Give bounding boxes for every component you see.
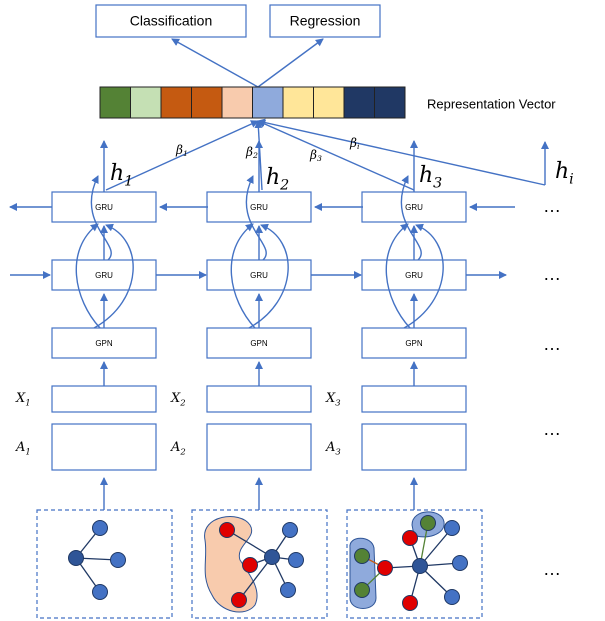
adjacency-label: A2: [170, 440, 186, 457]
graph-node: [355, 583, 370, 598]
graph-node: [445, 590, 460, 605]
vector-cell: [344, 87, 375, 118]
output-label: Classification: [130, 13, 212, 29]
vector-cell: [192, 87, 223, 118]
feature-box: [207, 386, 311, 412]
graph-node: [283, 523, 298, 538]
weight-label-base: β: [245, 145, 253, 159]
graph-node: [355, 549, 370, 564]
hidden-label-sub: 1: [124, 174, 133, 190]
ellipsis: …: [543, 334, 561, 354]
vector-cell: [253, 87, 284, 118]
hidden-label-base: h: [110, 161, 124, 186]
gru-label: GRU: [250, 203, 268, 212]
adjacency-label: A1: [15, 440, 31, 457]
vector-cell: [314, 87, 345, 118]
graph-node: [93, 521, 108, 536]
hidden-label: h1: [110, 161, 133, 190]
adjacency-label-base: A: [170, 440, 180, 455]
weight-label-sub: 2: [252, 151, 258, 160]
graph-node: [403, 596, 418, 611]
weight-label-base: β: [349, 136, 357, 150]
weight-label-base: β: [309, 148, 317, 162]
graph-node: [413, 559, 428, 574]
diagram: Classification Regression Representation V…: [0, 0, 605, 621]
graph-node: [232, 593, 247, 608]
graph-node: [378, 561, 393, 576]
hidden-label-base: h: [555, 159, 569, 184]
feature-label: X2: [170, 391, 186, 408]
graph-node: [421, 516, 436, 531]
ellipsis: …: [543, 559, 561, 579]
weight-label: β3: [309, 148, 322, 164]
weight-label: β1: [175, 143, 188, 159]
weight-label-sub: 1: [183, 149, 188, 158]
adjacency-box: [207, 424, 311, 470]
hidden-label: h2: [266, 165, 289, 194]
graph-node: [93, 585, 108, 600]
weight-label: β2: [245, 145, 258, 161]
graph-node: [289, 553, 304, 568]
weight-label: βi: [349, 136, 360, 152]
adjacency-box: [52, 424, 156, 470]
gru-label: GRU: [95, 203, 113, 212]
ellipsis: …: [543, 419, 561, 439]
feature-label-sub: 1: [25, 397, 30, 407]
adjacency-label-base: A: [15, 440, 25, 455]
diagram-content: Classification Regression Representation V…: [10, 5, 574, 618]
adjacency-label-base: A: [325, 440, 335, 455]
hidden-label-base: h: [419, 163, 433, 188]
feature-label-sub: 2: [179, 397, 185, 407]
gru-label: GRU: [405, 271, 423, 280]
hidden-label-base: h: [266, 165, 280, 190]
adjacency-box: [362, 424, 466, 470]
graph-node: [445, 521, 460, 536]
graph-node: [243, 558, 258, 573]
weight-label-sub: 3: [317, 154, 322, 163]
adjacency-label-sub: 2: [179, 446, 185, 456]
graph-node: [403, 531, 418, 546]
graph-node: [265, 550, 280, 565]
vector-cell: [222, 87, 253, 118]
gru-label: GRU: [405, 203, 423, 212]
hidden-label: hi: [555, 159, 574, 188]
attention-arrow: [258, 121, 545, 185]
gru-label: GRU: [250, 271, 268, 280]
graph-node: [220, 523, 235, 538]
vector-cell: [283, 87, 314, 118]
feature-label: X3: [325, 391, 341, 408]
adjacency-label: A3: [325, 440, 341, 457]
ellipsis: …: [543, 264, 561, 284]
graph-node: [111, 553, 126, 568]
feature-label-sub: 3: [335, 397, 340, 407]
vector-cell: [161, 87, 192, 118]
feature-box: [52, 386, 156, 412]
hidden-label: h3: [419, 163, 442, 192]
gru-label: GRU: [95, 271, 113, 280]
adjacency-label-sub: 1: [25, 446, 30, 456]
feature-label: X1: [15, 391, 31, 408]
arrow: [172, 39, 258, 87]
arrow: [258, 39, 323, 87]
hidden-label-sub: i: [569, 172, 574, 188]
gpn-label: GPN: [250, 339, 268, 348]
hidden-label-sub: 2: [279, 178, 289, 194]
weight-label-base: β: [175, 143, 183, 157]
gpn-label: GPN: [95, 339, 113, 348]
vector-cell: [375, 87, 406, 118]
feature-box: [362, 386, 466, 412]
vector-cell: [100, 87, 131, 118]
gpn-label: GPN: [405, 339, 423, 348]
hidden-label-sub: 3: [433, 176, 442, 192]
adjacency-label-sub: 3: [335, 446, 340, 456]
graph-node: [69, 551, 84, 566]
vector-label: Representation Vector: [427, 96, 556, 111]
vector-cell: [131, 87, 162, 118]
output-label: Regression: [290, 13, 361, 29]
ellipsis: …: [543, 196, 561, 216]
graph-node: [281, 583, 296, 598]
graph-node: [453, 556, 468, 571]
